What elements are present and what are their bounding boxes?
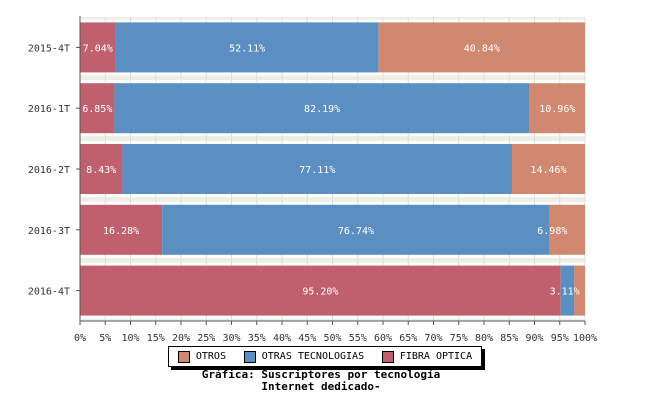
legend-swatch-otros	[177, 350, 190, 363]
x-tick-label: 30%	[222, 333, 240, 344]
data-label: 95.20%	[302, 287, 338, 298]
bar-segment	[80, 83, 115, 134]
legend-label-fibra-optica: FIBRA OPTICA	[399, 351, 473, 362]
data-label: 6.98%	[537, 226, 567, 237]
x-tick-label: 15%	[147, 333, 165, 344]
bar-segment	[560, 265, 575, 316]
legend-item-otros: OTROS	[177, 350, 226, 363]
x-tick-label: 80%	[475, 333, 493, 344]
data-label: 14.46%	[530, 165, 566, 176]
category-label: 2016-1T	[28, 104, 70, 115]
x-tick-label: 0%	[74, 333, 86, 344]
data-label: 77.11%	[299, 165, 335, 176]
bar-segment	[114, 83, 530, 134]
chart-title: Gráfica: Suscriptores por tecnología	[201, 368, 441, 381]
data-label: 3.11%	[550, 287, 580, 298]
bar-segment	[378, 22, 585, 73]
bar-segment	[162, 204, 550, 255]
data-label: 16.28%	[103, 226, 139, 237]
data-label: 82.19%	[304, 104, 340, 115]
data-label: 7.04%	[83, 43, 113, 54]
x-tick-label: 90%	[525, 333, 543, 344]
x-tick-label: 45%	[298, 333, 316, 344]
legend-swatch-fibra-optica	[381, 350, 394, 363]
legend-swatch-otras-tecnologias	[243, 350, 256, 363]
bar-segment	[115, 22, 379, 73]
x-tick-label: 65%	[399, 333, 417, 344]
data-label: 76.74%	[338, 226, 374, 237]
bar-segment	[80, 204, 163, 255]
legend-label-otros: OTROS	[195, 351, 226, 362]
x-tick-label: 20%	[172, 333, 190, 344]
x-tick-label: 60%	[374, 333, 392, 344]
data-label: 52.11%	[229, 43, 265, 54]
bar-segment	[80, 265, 561, 316]
data-label: 40.84%	[464, 43, 500, 54]
x-tick-label: 35%	[248, 333, 266, 344]
data-label: 8.43%	[86, 165, 116, 176]
bar-segment	[574, 265, 585, 316]
category-label: 2016-4T	[28, 287, 70, 298]
x-tick-label: 10%	[121, 333, 139, 344]
x-tick-label: 85%	[500, 333, 518, 344]
legend-item-fibra-optica: FIBRA OPTICA	[381, 350, 473, 363]
legend-label-otras-tecnologias: OTRAS TECNOLOGIAS	[261, 351, 365, 362]
x-tick-label: 70%	[424, 333, 442, 344]
x-tick-label: 50%	[323, 333, 341, 344]
x-tick-label: 100%	[573, 333, 597, 344]
x-tick-label: 55%	[349, 333, 367, 344]
bar-segment	[80, 144, 123, 194]
x-tick-label: 25%	[197, 333, 215, 344]
bar-segment	[511, 144, 585, 194]
data-label: 10.96%	[539, 104, 575, 115]
bar-segment	[529, 83, 585, 134]
chart: 7.04% 52.11% 40.84% 6.85% 82.19% 10.96% 8.43% 7…	[28, 16, 597, 344]
legend-item-otras-tecnologias: OTRAS TECNOLOGIAS	[243, 350, 365, 363]
category-label: 2016-3T	[28, 226, 70, 237]
x-tick-label: 95%	[551, 333, 569, 344]
bar-segment	[122, 144, 512, 194]
legend: OTROS OTRAS TECNOLOGIAS FIBRA OPTICA	[168, 346, 482, 367]
x-tick-label: 40%	[273, 333, 291, 344]
bar-segment	[549, 204, 585, 255]
bar-segment	[80, 22, 116, 73]
data-label: 6.85%	[82, 104, 112, 115]
chart-subtitle: Internet dedicado-	[261, 380, 381, 393]
x-tick-label: 5%	[99, 333, 111, 344]
category-label: 2015-4T	[28, 43, 70, 54]
category-label: 2016-2T	[28, 165, 70, 176]
x-tick-label: 75%	[450, 333, 468, 344]
